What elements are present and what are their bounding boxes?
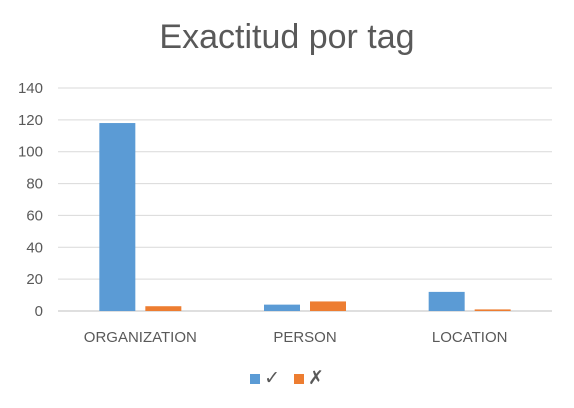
y-tick-label: 80: [26, 176, 43, 193]
legend-swatch-incorrect: [294, 373, 304, 384]
y-tick-label: 100: [18, 144, 43, 161]
legend: ✓ ✗: [0, 367, 574, 390]
bar: [99, 123, 136, 312]
y-tick-label: 120: [18, 112, 43, 129]
chart-title: Exactitud por tag: [159, 18, 415, 56]
y-tick-label: 20: [26, 271, 43, 288]
y-tick-label: 60: [26, 207, 43, 224]
legend-item-incorrect: ✗: [294, 367, 324, 390]
bar: [264, 304, 300, 311]
y-tick-label: 0: [35, 303, 43, 320]
x-tick-label: ORGANIZATION: [84, 329, 197, 346]
legend-label-correct: ✓: [264, 368, 280, 389]
x-tick-label: PERSON: [273, 329, 336, 346]
bar: [428, 291, 465, 311]
bar: [474, 309, 511, 311]
x-tick-label: LOCATION: [432, 329, 508, 346]
legend-item-correct: ✓: [250, 367, 280, 390]
legend-swatch-correct: [250, 373, 261, 384]
bar: [310, 301, 346, 311]
legend-label-incorrect: ✗: [308, 368, 324, 389]
y-tick-label: 140: [18, 80, 43, 97]
y-tick-label: 40: [26, 239, 43, 256]
bar: [145, 306, 182, 311]
